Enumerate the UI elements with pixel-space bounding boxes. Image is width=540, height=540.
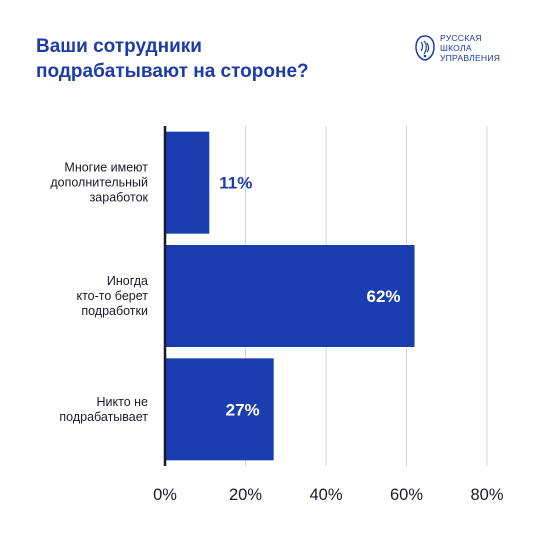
bar (165, 131, 210, 234)
x-tick-label: 60% (390, 486, 423, 504)
x-tick-label: 40% (309, 486, 342, 504)
bar (165, 358, 274, 461)
category-label: Никто не подрабатывает (59, 395, 148, 424)
x-tick-label: 20% (229, 486, 262, 504)
data-label: 11% (219, 174, 252, 193)
brand-logo: РУССКАЯ ШКОЛА УПРАВЛЕНИЯ (414, 31, 524, 65)
data-label: 27% (226, 400, 260, 419)
logo-text: РУССКАЯ ШКОЛА УПРАВЛЕНИЯ (440, 33, 501, 63)
logo-emblem-icon (415, 35, 435, 61)
category-label: Иногда кто-то берет подработки (76, 274, 148, 318)
category-label: Многие имеют дополнительный заработок (50, 161, 148, 205)
chart-title: Ваши сотрудники подрабатывают на стороне… (36, 36, 309, 82)
bar (165, 245, 415, 347)
data-label: 62% (367, 287, 401, 306)
x-tick-label: 80% (470, 486, 503, 504)
x-tick-label: 0% (153, 486, 177, 504)
